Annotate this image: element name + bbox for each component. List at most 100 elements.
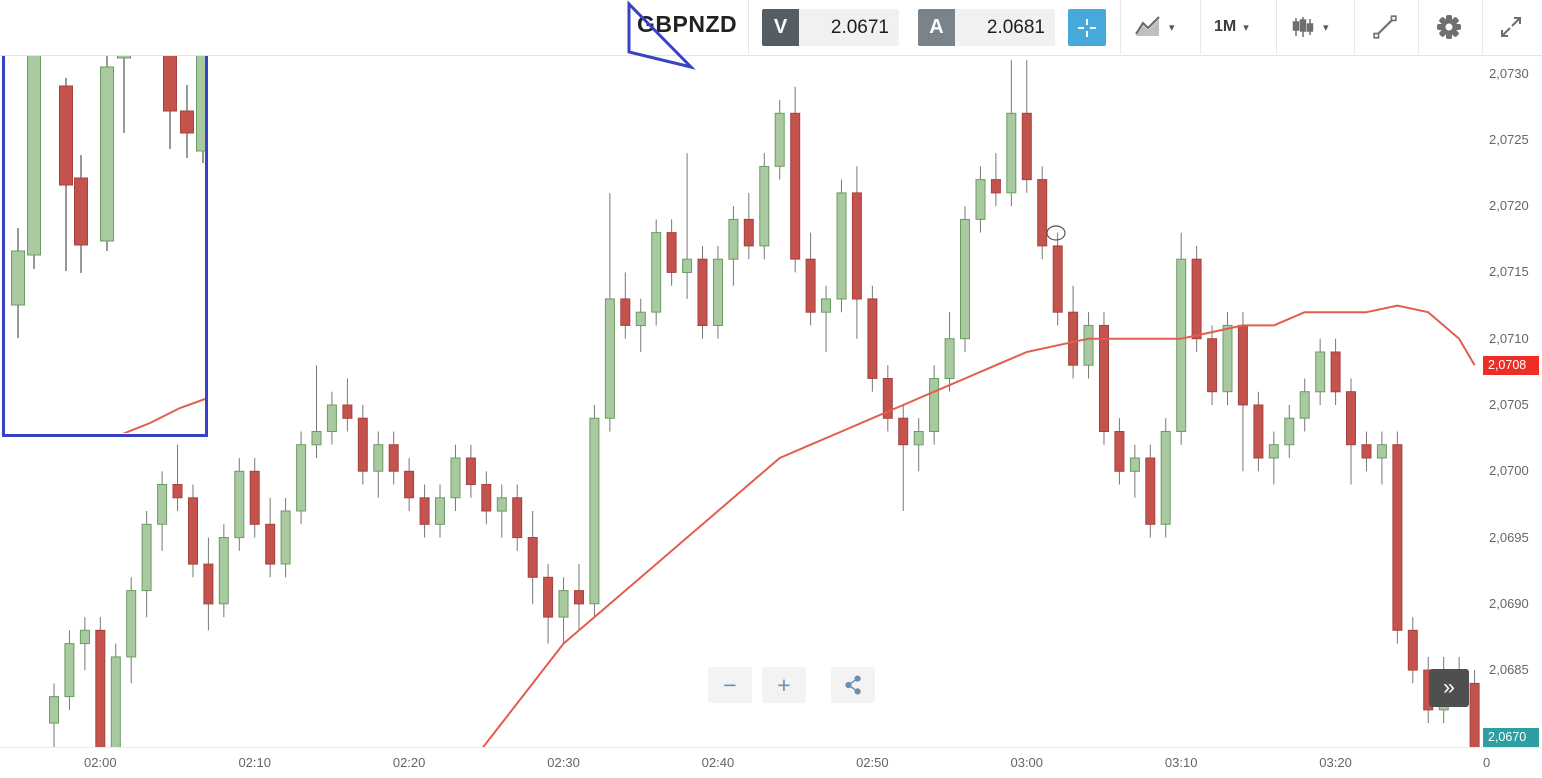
candle-down <box>1114 431 1125 472</box>
candle-down <box>188 497 198 565</box>
candlestick-style-icon <box>1292 17 1314 37</box>
price-tick-label: 2,0695 <box>1489 529 1529 545</box>
candle-down <box>342 404 353 419</box>
candle-up <box>929 378 940 432</box>
candle-up <box>110 656 121 747</box>
candle-up <box>311 431 322 446</box>
candle-up <box>651 232 662 313</box>
candle-up <box>1222 324 1233 393</box>
inset-candle-up <box>100 66 114 242</box>
price-tick-label: 2,0700 <box>1489 463 1529 479</box>
candle-down <box>95 629 106 747</box>
candle-up <box>49 696 59 724</box>
time-tick-label: 02:40 <box>701 755 735 770</box>
candle-style-dropdown[interactable]: ▾ <box>1290 12 1329 42</box>
buy-quote-group: A 2.0681 <box>918 9 1055 46</box>
inset-moving-average-line <box>119 398 206 436</box>
interval-dropdown[interactable]: 1M ▾ <box>1214 12 1249 42</box>
candle-down <box>388 444 399 472</box>
settings-button[interactable] <box>1432 12 1466 42</box>
candle-up <box>713 258 723 326</box>
candle-down <box>1068 311 1079 366</box>
sell-button[interactable]: V <box>762 9 799 46</box>
candle-down <box>1145 457 1156 525</box>
chart-type-icon <box>1135 16 1160 36</box>
candle-down <box>203 563 214 605</box>
time-tick-label: 02:00 <box>84 755 117 770</box>
share-button[interactable] <box>831 667 875 703</box>
fullscreen-button[interactable] <box>1494 12 1528 42</box>
candle-up <box>326 404 337 432</box>
candle-up <box>1284 417 1295 446</box>
collapse-panel-button[interactable]: » <box>1429 669 1469 707</box>
time-axis[interactable]: 02:00 02:10 02:20 02:30 02:40 02:50 03:00 03:10… <box>0 747 1542 778</box>
candle-up <box>774 112 785 167</box>
candle-up <box>604 298 615 419</box>
crosshair-tool-button[interactable] <box>1068 9 1106 46</box>
candle-up <box>558 590 569 618</box>
zoom-in-button[interactable]: + <box>762 667 806 703</box>
candle-down <box>743 218 754 247</box>
chart-type-dropdown[interactable]: ▾ <box>1134 12 1175 42</box>
inset-candle-down <box>180 110 194 134</box>
candle-down <box>882 378 893 419</box>
candle-up <box>1176 258 1187 432</box>
candle-down <box>666 232 677 273</box>
candlestick-chart[interactable] <box>0 55 1542 747</box>
candle-down <box>465 457 476 485</box>
candle-up <box>218 537 229 605</box>
candle-up <box>496 497 507 512</box>
candle-up <box>759 165 770 247</box>
candle-up <box>589 417 600 605</box>
candle-down <box>1392 444 1403 631</box>
candle-down <box>620 298 631 326</box>
candle-down <box>851 192 862 300</box>
candle-down <box>527 537 538 578</box>
candle-down <box>265 523 276 565</box>
candle-up <box>157 484 168 525</box>
candle-down <box>1330 351 1341 393</box>
price-tick-label: 2,0705 <box>1489 396 1529 412</box>
candle-down <box>574 590 584 605</box>
zoom-inset-overlay <box>2 0 210 437</box>
time-tick-label: 02:20 <box>392 755 426 770</box>
price-tick-label: 2,0730 <box>1489 65 1529 81</box>
candle-down <box>172 484 183 499</box>
trendline-icon <box>1373 15 1397 39</box>
price-tick-label: 2,0715 <box>1489 264 1529 280</box>
inset-candle-up <box>27 27 41 256</box>
price-tick-label: 2,0690 <box>1489 595 1529 611</box>
price-axis[interactable]: 2,0730 2,0725 2,0720 2,0715 2,0710 2,0705 2,07… <box>1483 55 1542 747</box>
candle-down <box>404 470 415 499</box>
draw-tools-button[interactable] <box>1368 12 1402 42</box>
candle-up <box>373 444 384 472</box>
time-tick-label: 03:00 <box>1010 755 1044 770</box>
zoom-out-button[interactable]: − <box>708 667 752 703</box>
candle-down <box>1052 245 1063 313</box>
candle-up <box>64 643 75 698</box>
candle-down <box>1021 112 1032 181</box>
candle-up <box>141 523 152 592</box>
time-tick-label: 03:10 <box>1164 755 1198 770</box>
candle-up <box>1315 351 1326 393</box>
separator <box>1418 0 1419 54</box>
time-tick-label: 02:50 <box>856 755 889 770</box>
candle-down <box>512 497 523 539</box>
candle-down <box>357 417 368 472</box>
plus-icon: + <box>777 671 791 698</box>
price-tag: 2,0708 <box>1483 356 1539 376</box>
buy-button[interactable]: A <box>918 9 955 46</box>
candle-down <box>1346 391 1356 446</box>
expand-icon <box>1501 17 1521 37</box>
sell-price: 2.0671 <box>799 9 899 46</box>
candle-up <box>635 311 646 327</box>
time-tick-label: 03:20 <box>1319 755 1352 770</box>
double-chevron-right-icon: » <box>1443 676 1455 699</box>
price-tick-label: 2,0725 <box>1489 131 1529 147</box>
candle-up <box>944 338 955 380</box>
separator <box>1120 0 1121 54</box>
separator <box>1276 0 1277 54</box>
candle-up <box>1083 324 1094 366</box>
time-tick-label: 02:10 <box>238 755 271 770</box>
candle-up <box>1299 391 1310 419</box>
